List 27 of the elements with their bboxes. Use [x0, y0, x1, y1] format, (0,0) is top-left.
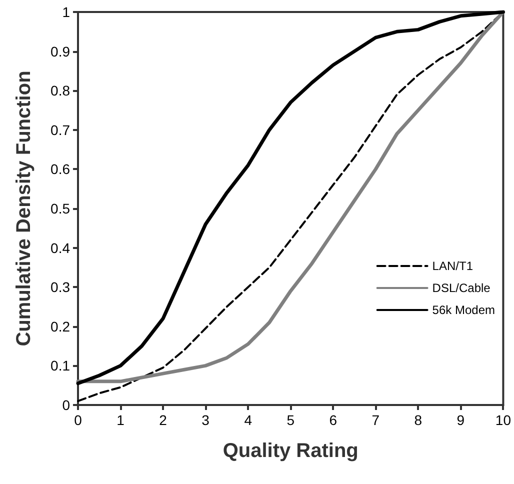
x-tick-label: 1: [116, 412, 125, 428]
y-tick-label: 0.9: [50, 43, 70, 60]
x-tick-label: 5: [286, 412, 295, 428]
y-tick-label: 0.2: [50, 318, 70, 334]
y-tick-label: 0.3: [50, 279, 70, 296]
x-tick-label: 4: [244, 412, 252, 428]
y-tick-label: 0: [62, 397, 70, 413]
x-tick-label: 7: [372, 412, 380, 428]
legend-label: 56k Modem: [432, 303, 496, 317]
legend-label: DSL/Cable: [432, 281, 491, 295]
x-tick-label: 0: [74, 412, 82, 428]
y-tick-label: 0.5: [50, 200, 70, 216]
x-tick-label: 2: [159, 412, 168, 428]
y-tick-label: 1: [62, 4, 70, 20]
y-tick-label: 0.6: [50, 161, 70, 178]
y-tick-label: 0.1: [50, 358, 70, 374]
y-axis-title: Cumulative Density Function: [13, 70, 35, 346]
x-tick-label: 3: [202, 412, 210, 428]
x-tick-label: 9: [456, 412, 465, 428]
y-tick-label: 0.7: [50, 122, 70, 138]
y-tick-label: 0.8: [50, 82, 70, 99]
x-tick-label: 8: [414, 412, 422, 428]
x-tick-label: 6: [329, 412, 338, 428]
x-tick-label: 10: [495, 412, 512, 428]
y-tick-label: 0.4: [50, 240, 70, 256]
legend-label: LAN/T1: [432, 259, 474, 273]
x-axis-title: Quality Rating: [222, 440, 358, 462]
